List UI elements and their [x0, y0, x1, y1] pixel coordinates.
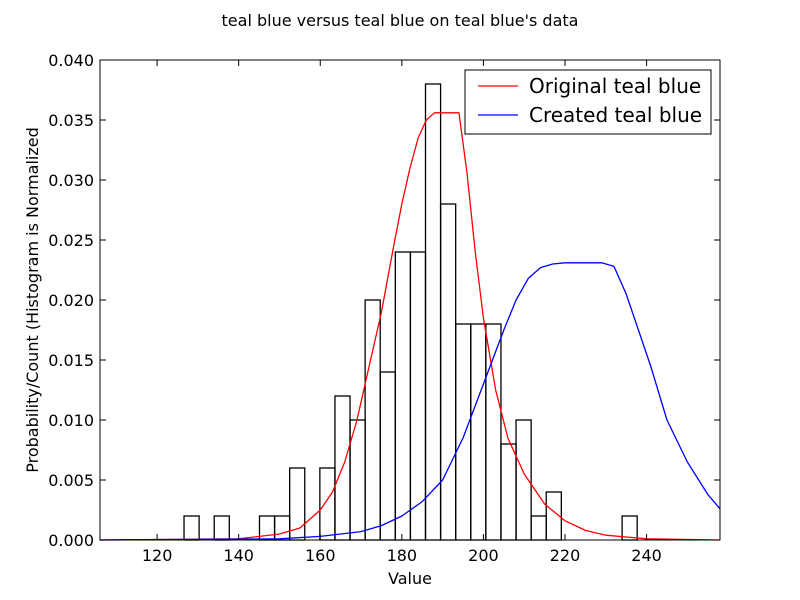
legend-label-created: Created teal blue: [529, 103, 702, 127]
x-tick-label: 240: [631, 546, 662, 565]
y-tick-label: 0.030: [48, 171, 94, 190]
x-axis-ticks: 120 140 160 180 200 220 240: [142, 60, 662, 565]
x-tick-label: 140: [223, 546, 254, 565]
x-axis-label: Value: [388, 569, 432, 588]
series-line-created: [99, 262, 721, 541]
x-tick-label: 120: [142, 546, 173, 565]
x-tick-label: 180: [387, 546, 418, 565]
x-tick-label: 160: [305, 546, 336, 565]
series-line-original: [99, 112, 721, 541]
chart-title: teal blue versus teal blue on teal blue'…: [222, 11, 579, 30]
y-tick-label: 0.000: [48, 531, 94, 550]
legend: Original teal blue Created teal blue: [464, 69, 712, 135]
x-tick-label: 220: [550, 546, 581, 565]
y-axis-label: Probability/Count (Histogram is Normaliz…: [23, 127, 42, 473]
y-tick-label: 0.035: [48, 111, 94, 130]
y-tick-label: 0.005: [48, 471, 94, 490]
legend-box: [464, 69, 712, 135]
x-tick-label: 200: [468, 546, 499, 565]
y-tick-label: 0.020: [48, 291, 94, 310]
legend-label-original: Original teal blue: [529, 74, 701, 98]
y-axis-ticks: 0.000 0.005 0.010 0.015 0.020 0.025 0.030 0.035…: [48, 51, 720, 550]
y-tick-label: 0.010: [48, 411, 94, 430]
y-tick-label: 0.040: [48, 51, 94, 70]
series-lines: [99, 112, 721, 541]
y-tick-label: 0.015: [48, 351, 94, 370]
y-tick-label: 0.025: [48, 231, 94, 250]
